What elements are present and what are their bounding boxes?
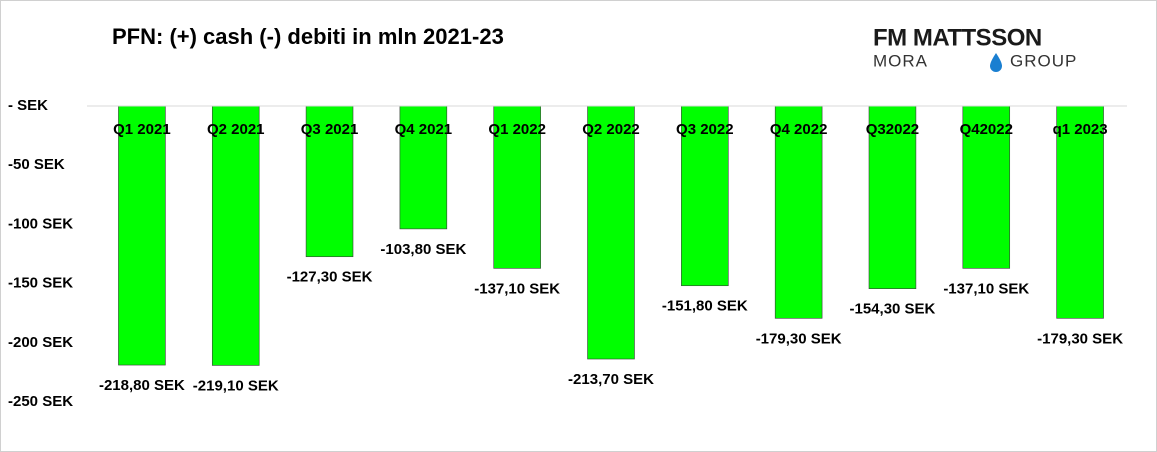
y-tick-label: -50 SEK bbox=[8, 156, 65, 173]
x-tick-label: Q3 2022 bbox=[676, 121, 734, 138]
bar bbox=[211, 105, 260, 366]
value-label: -179,30 SEK bbox=[756, 330, 842, 347]
bar bbox=[774, 105, 823, 319]
y-tick-label: -200 SEK bbox=[8, 334, 73, 351]
bar bbox=[493, 105, 541, 269]
x-tick-label: Q1 2022 bbox=[488, 121, 546, 138]
y-tick-label: - SEK bbox=[8, 97, 48, 114]
x-tick-label: Q1 2021 bbox=[113, 121, 171, 138]
bar bbox=[587, 105, 635, 360]
y-tick-label: -250 SEK bbox=[8, 393, 73, 410]
logo-drop bbox=[990, 53, 1002, 72]
value-label: -137,10 SEK bbox=[943, 280, 1029, 297]
bar bbox=[868, 105, 917, 289]
bar bbox=[118, 105, 166, 366]
value-label: -151,80 SEK bbox=[662, 298, 748, 315]
logo-sub: GROUP bbox=[1010, 51, 1077, 70]
x-tick-label: Q4 2022 bbox=[770, 121, 828, 138]
y-tick-label: -150 SEK bbox=[8, 275, 73, 292]
value-label: -154,30 SEK bbox=[850, 301, 936, 318]
value-label: -127,30 SEK bbox=[287, 269, 373, 286]
logo: FM MATTSSON MORA GROUP bbox=[873, 24, 1077, 72]
x-tick-label: Q42022 bbox=[960, 121, 1013, 138]
value-label: -179,30 SEK bbox=[1037, 330, 1123, 347]
x-tick-label: Q3 2021 bbox=[301, 121, 359, 138]
logo-name: FM MATTSSON bbox=[873, 24, 1042, 51]
x-tick-label: Q2 2021 bbox=[207, 121, 265, 138]
value-label: -103,80 SEK bbox=[380, 241, 466, 258]
bar bbox=[1056, 105, 1104, 319]
x-tick-label: Q4 2021 bbox=[395, 121, 453, 138]
x-tick-label: Q2 2022 bbox=[582, 121, 640, 138]
value-label: -218,80 SEK bbox=[99, 377, 185, 394]
value-label: -213,70 SEK bbox=[568, 371, 654, 388]
y-tick-label: -100 SEK bbox=[8, 215, 73, 232]
bar bbox=[399, 105, 448, 230]
bar bbox=[305, 105, 354, 258]
x-tick-label: q1 2023 bbox=[1053, 121, 1108, 138]
bar bbox=[681, 105, 729, 287]
x-tick-label: Q32022 bbox=[866, 121, 919, 138]
value-label: -219,10 SEK bbox=[193, 377, 279, 394]
logo-sub: MORA bbox=[873, 51, 928, 70]
value-label: -137,10 SEK bbox=[474, 280, 560, 297]
chart-title: PFN: (+) cash (-) debiti in mln 2021-23 bbox=[112, 24, 504, 49]
bar bbox=[962, 105, 1011, 269]
